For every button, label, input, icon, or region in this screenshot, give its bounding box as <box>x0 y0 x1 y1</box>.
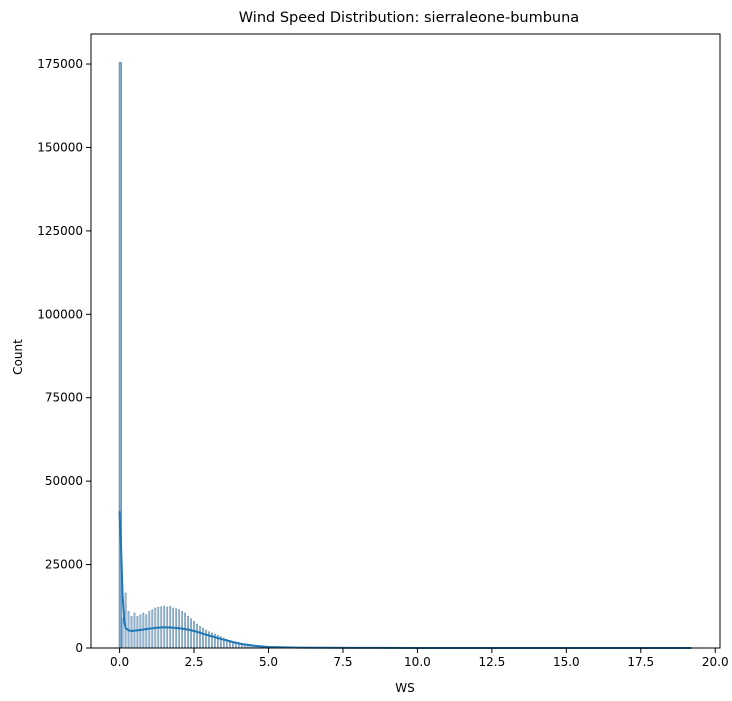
histogram-bar <box>187 616 189 649</box>
histogram-bar <box>196 623 198 649</box>
y-tick-label: 25000 <box>45 558 83 572</box>
x-tick-label: 10.0 <box>404 655 431 669</box>
plot-frame <box>90 33 721 649</box>
y-tick-label: 175000 <box>37 57 83 71</box>
histogram-bar <box>121 617 124 649</box>
histogram-bar <box>202 627 204 649</box>
kde-curve <box>118 511 692 649</box>
plot-area <box>90 33 721 649</box>
histogram-bars <box>118 62 323 649</box>
histogram-bar <box>130 616 133 649</box>
histogram-bar <box>199 626 201 649</box>
x-tick-label: 20.0 <box>702 655 729 669</box>
x-axis-label: WS <box>395 681 414 695</box>
histogram-bar <box>145 614 148 649</box>
y-tick-label: 50000 <box>45 474 83 488</box>
y-axis: 0 25000 50000 75000 100000 125000 150000 175000 <box>37 57 91 655</box>
histogram-bar <box>193 621 195 649</box>
histogram-bar <box>136 616 139 649</box>
x-tick-label: 12.5 <box>479 655 506 669</box>
histogram-bar <box>139 614 142 649</box>
y-axis-label: Count <box>11 339 25 375</box>
histogram-bar <box>190 618 192 649</box>
y-tick-label: 100000 <box>37 307 83 321</box>
x-tick-label: 7.5 <box>333 655 352 669</box>
y-tick-label: 125000 <box>37 224 83 238</box>
x-tick-label: 2.5 <box>184 655 203 669</box>
x-tick-label: 5.0 <box>259 655 278 669</box>
histogram-bar <box>184 612 186 649</box>
chart-title: Wind Speed Distribution: sierraleone-bum… <box>239 10 579 26</box>
histogram-bar <box>205 629 207 649</box>
y-tick-label: 0 <box>75 641 83 655</box>
x-tick-label: 15.0 <box>553 655 580 669</box>
x-axis: 0.0 2.5 5.0 7.5 10.0 12.5 15.0 17.5 20.0 <box>110 648 729 669</box>
y-tick-label: 150000 <box>37 140 83 154</box>
x-tick-label: 0.0 <box>110 655 129 669</box>
histogram-bar <box>208 631 210 649</box>
x-tick-label: 17.5 <box>627 655 654 669</box>
y-tick-label: 75000 <box>45 391 83 405</box>
